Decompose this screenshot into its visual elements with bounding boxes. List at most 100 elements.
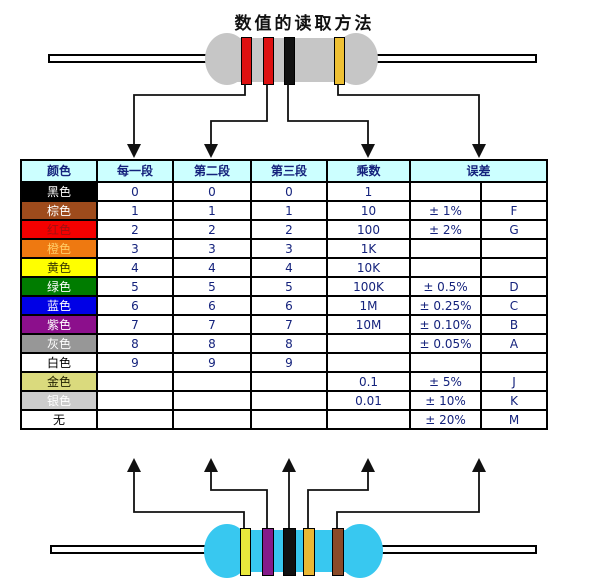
band-black-3 bbox=[284, 37, 295, 85]
tolerance-cell: ± 10% bbox=[409, 390, 482, 411]
table-header-row: 颜色 每一段 第二段 第三段 乘数 误差 bbox=[20, 159, 548, 183]
tolerance-cell bbox=[409, 352, 482, 373]
resistor-bottom-lead-left bbox=[50, 545, 215, 554]
band-gold-4 bbox=[334, 37, 345, 85]
color-swatch-cell: 无 bbox=[20, 409, 98, 430]
resistor-bottom-lead-right bbox=[372, 545, 537, 554]
band2-cell: 1 bbox=[172, 200, 252, 221]
color-swatch-cell: 白色 bbox=[20, 352, 98, 373]
band3-cell bbox=[250, 371, 328, 392]
multiplier-cell: 1M bbox=[326, 295, 411, 316]
multiplier-cell: 100 bbox=[326, 219, 411, 240]
up-arrow-multiplier-to-band4 bbox=[307, 458, 375, 529]
table-row: 灰色 8 8 8 ± 0.05% A bbox=[20, 333, 548, 354]
band1-cell: 7 bbox=[96, 314, 174, 335]
table-row: 白色 9 9 9 bbox=[20, 352, 548, 373]
band2-cell bbox=[172, 409, 252, 430]
code-cell: C bbox=[480, 295, 548, 316]
tolerance-cell: ± 1% bbox=[409, 200, 482, 221]
code-cell: J bbox=[480, 371, 548, 392]
color-swatch-cell: 灰色 bbox=[20, 333, 98, 354]
multiplier-cell bbox=[326, 333, 411, 354]
up-arrow-col2-to-band2 bbox=[204, 458, 268, 529]
color-swatch-cell: 黄色 bbox=[20, 257, 98, 278]
code-cell bbox=[480, 352, 548, 373]
code-cell: M bbox=[480, 409, 548, 430]
column-header-4: 第三段 bbox=[250, 159, 328, 183]
band-red-2 bbox=[263, 37, 274, 85]
multiplier-cell bbox=[326, 409, 411, 430]
band1-cell bbox=[96, 371, 174, 392]
column-header-2: 每一段 bbox=[96, 159, 174, 183]
band1-cell bbox=[96, 409, 174, 430]
band2-cell: 7 bbox=[172, 314, 252, 335]
band2-cell: 2 bbox=[172, 219, 252, 240]
code-cell bbox=[480, 238, 548, 259]
band3-cell: 4 bbox=[250, 257, 328, 278]
band3-cell: 6 bbox=[250, 295, 328, 316]
band1-cell bbox=[96, 390, 174, 411]
column-header-1: 颜色 bbox=[20, 159, 98, 183]
code-cell bbox=[480, 257, 548, 278]
band-purple-2 bbox=[262, 528, 274, 576]
column-header-6: 误差 bbox=[409, 159, 548, 183]
multiplier-cell: 10M bbox=[326, 314, 411, 335]
color-swatch-cell: 蓝色 bbox=[20, 295, 98, 316]
down-arrow-band2-to-col2 bbox=[204, 84, 268, 158]
tolerance-cell: ± 20% bbox=[409, 409, 482, 430]
code-cell: B bbox=[480, 314, 548, 335]
band1-cell: 9 bbox=[96, 352, 174, 373]
multiplier-cell: 1 bbox=[326, 181, 411, 202]
table-row: 黄色 4 4 4 10K bbox=[20, 257, 548, 278]
band1-cell: 0 bbox=[96, 181, 174, 202]
band1-cell: 4 bbox=[96, 257, 174, 278]
tolerance-cell: ± 0.25% bbox=[409, 295, 482, 316]
color-swatch-cell: 红色 bbox=[20, 219, 98, 240]
multiplier-cell: 10 bbox=[326, 200, 411, 221]
band2-cell: 6 bbox=[172, 295, 252, 316]
code-cell: F bbox=[480, 200, 548, 221]
band1-cell: 5 bbox=[96, 276, 174, 297]
band3-cell: 8 bbox=[250, 333, 328, 354]
tolerance-cell bbox=[409, 238, 482, 259]
multiplier-cell: 10K bbox=[326, 257, 411, 278]
band-black-3 bbox=[283, 528, 296, 576]
tolerance-cell: ± 0.10% bbox=[409, 314, 482, 335]
table-row: 蓝色 6 6 6 1M ± 0.25% C bbox=[20, 295, 548, 316]
band-brown-5 bbox=[332, 528, 344, 576]
band1-cell: 2 bbox=[96, 219, 174, 240]
color-swatch-cell: 紫色 bbox=[20, 314, 98, 335]
multiplier-cell: 1K bbox=[326, 238, 411, 259]
color-swatch-cell: 银色 bbox=[20, 390, 98, 411]
band3-cell: 9 bbox=[250, 352, 328, 373]
resistor-top-lead-left bbox=[48, 54, 215, 63]
down-arrow-band1-to-col1 bbox=[127, 84, 246, 158]
band2-cell: 3 bbox=[172, 238, 252, 259]
band3-cell bbox=[250, 409, 328, 430]
tolerance-cell bbox=[409, 181, 482, 202]
multiplier-cell: 0.01 bbox=[326, 390, 411, 411]
band1-cell: 1 bbox=[96, 200, 174, 221]
band1-cell: 8 bbox=[96, 333, 174, 354]
down-arrow-band4-to-tolerance bbox=[337, 84, 486, 158]
table-row: 银色 0.01 ± 10% K bbox=[20, 390, 548, 411]
tolerance-cell: ± 0.5% bbox=[409, 276, 482, 297]
code-cell: G bbox=[480, 219, 548, 240]
multiplier-cell bbox=[326, 352, 411, 373]
tolerance-cell: ± 0.05% bbox=[409, 333, 482, 354]
band2-cell: 8 bbox=[172, 333, 252, 354]
band-yellow-1 bbox=[240, 528, 251, 576]
code-cell: A bbox=[480, 333, 548, 354]
band3-cell: 1 bbox=[250, 200, 328, 221]
table-row: 棕色 1 1 1 10 ± 1% F bbox=[20, 200, 548, 221]
table-row: 无 ± 20% M bbox=[20, 409, 548, 430]
band2-cell: 4 bbox=[172, 257, 252, 278]
band3-cell bbox=[250, 390, 328, 411]
band3-cell: 7 bbox=[250, 314, 328, 335]
band1-cell: 3 bbox=[96, 238, 174, 259]
table-row: 黑色 0 0 0 1 bbox=[20, 181, 548, 202]
band3-cell: 2 bbox=[250, 219, 328, 240]
table-row: 红色 2 2 2 100 ± 2% G bbox=[20, 219, 548, 240]
table-row: 橙色 3 3 3 1K bbox=[20, 238, 548, 259]
band2-cell bbox=[172, 371, 252, 392]
